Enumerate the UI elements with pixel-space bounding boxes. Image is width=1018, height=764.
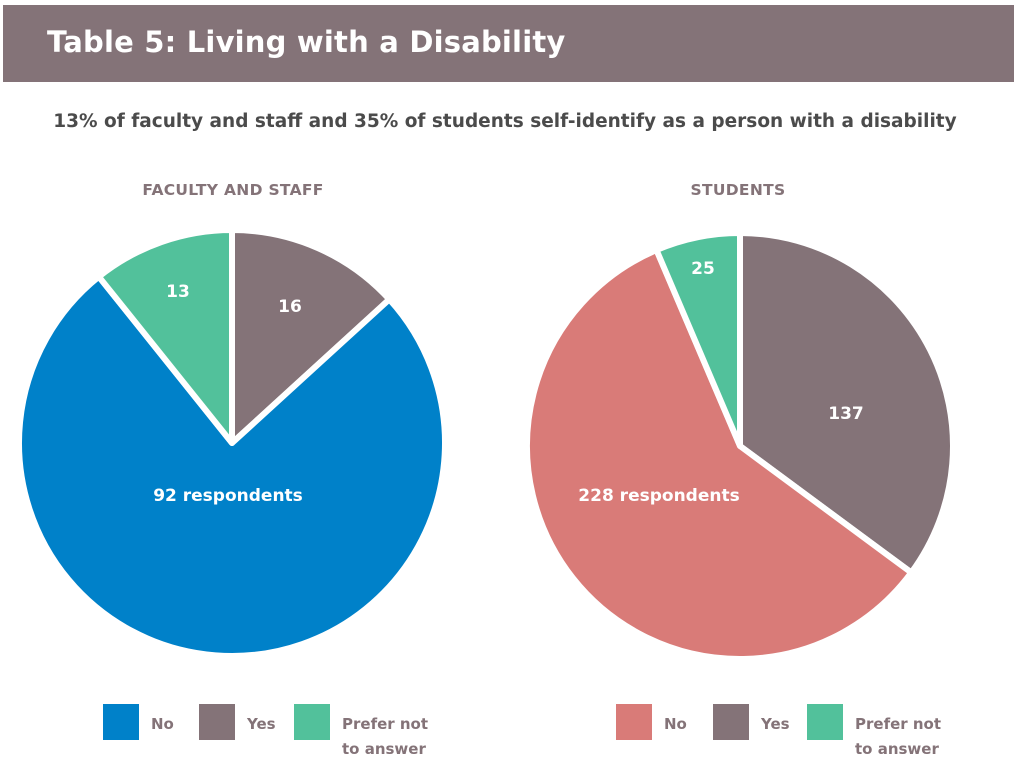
data-label-yes: 137 xyxy=(828,404,864,424)
chart-title-students: STUDENTS xyxy=(690,181,786,199)
pie-faculty-staff: 16 92 respondents 13 xyxy=(16,227,449,659)
pie-slice-prefer-not-to-answer xyxy=(653,230,743,449)
pie-slice-yes xyxy=(737,230,956,576)
pie-slice-prefer-not-to-answer xyxy=(95,227,235,446)
legend-label-yes: Yes xyxy=(761,715,790,733)
legend-swatch-prefer-not xyxy=(294,704,330,740)
chart-title-faculty-staff: FACULTY AND STAFF xyxy=(142,181,324,199)
legend-swatch-yes xyxy=(713,704,749,740)
legend-label-yes: Yes xyxy=(247,715,276,733)
legend-swatch-prefer-not xyxy=(807,704,843,740)
data-label-no: 92 respondents xyxy=(153,486,303,506)
legend-label-no: No xyxy=(664,715,687,733)
pie-slice-no xyxy=(524,247,915,662)
legend-swatch-yes xyxy=(199,704,235,740)
pie-students: 137 228 respondents 25 xyxy=(524,230,956,662)
data-label-yes: 16 xyxy=(278,297,302,317)
title-banner: Table 5: Living with a Disability xyxy=(3,5,1014,82)
legend-label-prefer-not: Prefer not to answer xyxy=(855,715,942,758)
data-label-prefer-not-to-answer: 13 xyxy=(166,282,190,302)
chart-subtitle: 13% of faculty and staff and 35% of stud… xyxy=(53,111,957,132)
page-title: Table 5: Living with a Disability xyxy=(47,25,566,59)
legend-swatch-no xyxy=(103,704,139,740)
legend-swatch-no xyxy=(616,704,652,740)
legend-label-no: No xyxy=(151,715,174,733)
pie-slice-no xyxy=(16,273,449,659)
pie-slice-yes xyxy=(229,227,393,446)
legend-label-prefer-not: Prefer not to answer xyxy=(342,715,429,758)
data-label-prefer-not-to-answer: 25 xyxy=(691,259,715,279)
data-label-no: 228 respondents xyxy=(578,486,739,506)
